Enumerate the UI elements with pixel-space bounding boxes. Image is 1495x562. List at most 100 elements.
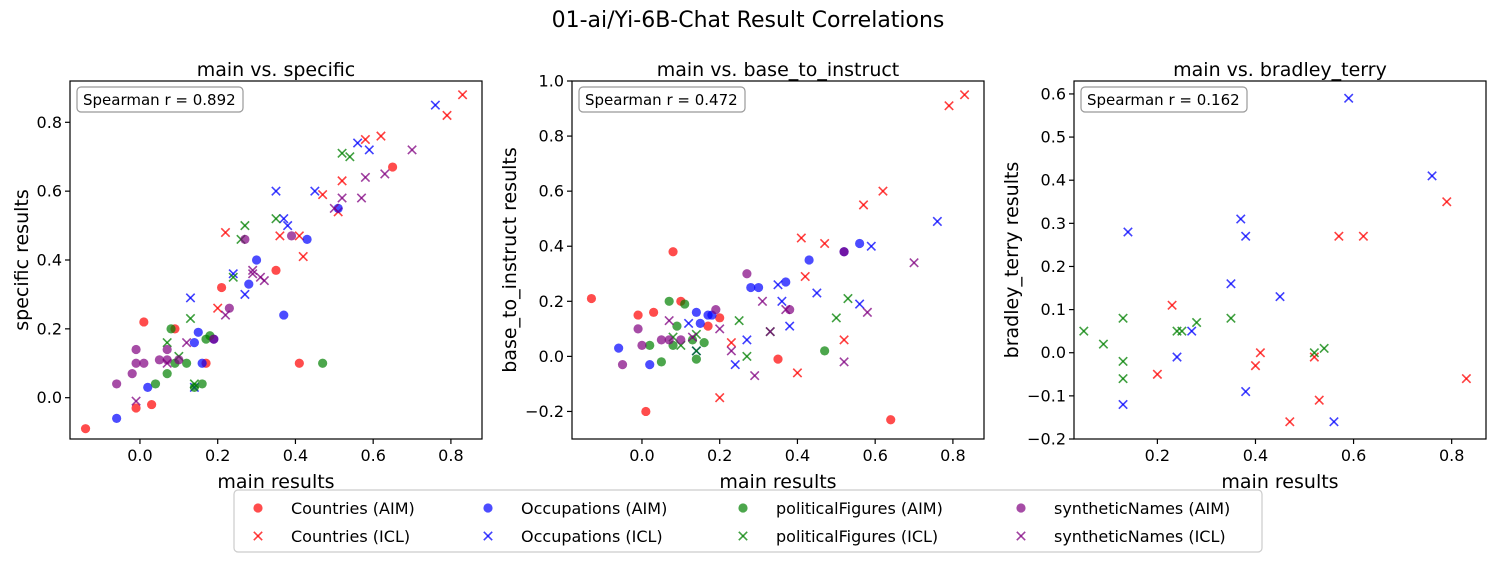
data-point — [228, 269, 239, 279]
data-point — [1191, 317, 1202, 328]
legend-label: syntheticNames (AIM) — [1054, 499, 1230, 518]
spearman-annotation: Spearman r = 0.472 — [578, 86, 746, 113]
data-point — [271, 186, 281, 196]
data-point — [641, 406, 651, 417]
data-point — [866, 241, 877, 251]
subplot-main-vs-specific: main vs. specific main results specific … — [11, 59, 483, 493]
y-tick-label: 0.4 — [539, 237, 564, 256]
y-tick-label: 0.2 — [539, 292, 564, 311]
data-point — [1235, 214, 1246, 224]
data-point — [162, 337, 172, 348]
data-point — [302, 234, 312, 244]
legend-item-countries-aim: Countries (AIM) — [253, 499, 415, 518]
y-tick-label: 0.8 — [539, 127, 564, 146]
data-point — [131, 344, 141, 355]
x-tick-label: 0.0 — [127, 446, 152, 465]
axis-ticks: 0.2 0.4 0.6 0.8 −0.2 −0.1 0.0 0.1 0.2 0.3 0.4 0.5 0.… — [1027, 84, 1464, 465]
data-point — [765, 326, 775, 337]
y-tick-label: 0.6 — [1041, 84, 1066, 103]
legend-label: politicalFigures (AIM) — [776, 499, 943, 518]
data-point — [294, 231, 305, 241]
y-axis-label: base_to_instruct results — [499, 147, 521, 372]
data-point — [820, 346, 830, 356]
data-point — [442, 110, 452, 121]
subplot-main-vs-bradley-terry: main vs. bradley_terry main results brad… — [1001, 59, 1487, 493]
subplot-title: main vs. specific — [197, 59, 356, 81]
data-point — [777, 296, 787, 307]
data-point — [656, 357, 666, 367]
data-point — [240, 289, 250, 300]
legend-label: Occupations (ICL) — [521, 527, 663, 546]
data-point — [726, 346, 737, 356]
data-point — [1329, 416, 1339, 427]
data-point — [633, 310, 643, 320]
y-tick-label: 1.0 — [539, 72, 564, 91]
series-countries-icl — [212, 90, 468, 313]
data-point — [131, 403, 141, 413]
x-tick-label: 0.8 — [940, 446, 965, 465]
data-point — [162, 358, 172, 369]
data-point — [294, 358, 304, 368]
series-syntheticnames-aim — [112, 231, 297, 389]
data-points — [586, 90, 970, 425]
data-point — [162, 344, 172, 355]
data-point — [182, 358, 192, 368]
x-tick-label: 0.4 — [1243, 446, 1268, 465]
plot-frame — [571, 80, 985, 440]
x-tick-label: 0.8 — [1439, 446, 1464, 465]
legend-marker — [738, 503, 748, 513]
x-tick-label: 0.0 — [629, 446, 654, 465]
data-point — [1275, 291, 1285, 302]
x-tick-label: 0.2 — [707, 446, 732, 465]
plot-frame — [69, 80, 483, 440]
data-point — [1118, 356, 1128, 367]
data-point — [649, 307, 659, 317]
data-point — [1118, 399, 1128, 410]
axis-ticks: 0.0 0.2 0.4 0.6 0.8 0.0 0.2 0.4 0.6 0.8 — [37, 113, 464, 465]
data-point — [1186, 326, 1197, 336]
data-point — [645, 340, 655, 350]
data-point — [676, 335, 686, 345]
x-tick-label: 0.2 — [205, 446, 230, 465]
data-point — [668, 247, 678, 257]
data-point — [376, 131, 386, 141]
series-occupations-icl — [1118, 93, 1437, 427]
legend-marker — [738, 531, 748, 541]
x-tick-label: 0.8 — [438, 446, 463, 465]
series-syntheticnames-aim — [617, 247, 849, 370]
series-syntheticnames-icl — [664, 257, 919, 381]
data-point — [166, 324, 176, 334]
data-point — [664, 296, 674, 306]
data-point — [1098, 339, 1109, 349]
legend: Countries (AIM) Countries (ICL) Occupation… — [233, 489, 1263, 553]
data-point — [1358, 231, 1369, 242]
data-point — [656, 335, 666, 345]
data-point — [819, 238, 830, 249]
data-point — [812, 288, 822, 298]
data-point — [1309, 352, 1320, 362]
data-point — [430, 100, 441, 110]
data-point — [831, 313, 842, 323]
data-point — [131, 358, 141, 368]
x-axis-label: main results — [1221, 471, 1338, 493]
data-point — [858, 200, 869, 210]
data-point — [672, 321, 682, 331]
data-point — [839, 357, 849, 367]
series-politicalfigures-aim — [150, 324, 328, 392]
data-point — [189, 379, 200, 389]
data-point — [715, 313, 725, 323]
data-point — [364, 145, 375, 155]
data-point — [687, 335, 698, 345]
data-point — [271, 265, 281, 275]
x-tick-label: 0.6 — [1341, 446, 1366, 465]
data-point — [855, 238, 865, 249]
data-point — [310, 186, 320, 196]
data-point — [1226, 313, 1236, 323]
data-point — [699, 338, 709, 348]
data-point — [380, 169, 390, 179]
data-point — [1167, 300, 1177, 311]
data-point — [127, 368, 137, 379]
data-point — [843, 293, 853, 304]
data-point — [753, 282, 764, 293]
